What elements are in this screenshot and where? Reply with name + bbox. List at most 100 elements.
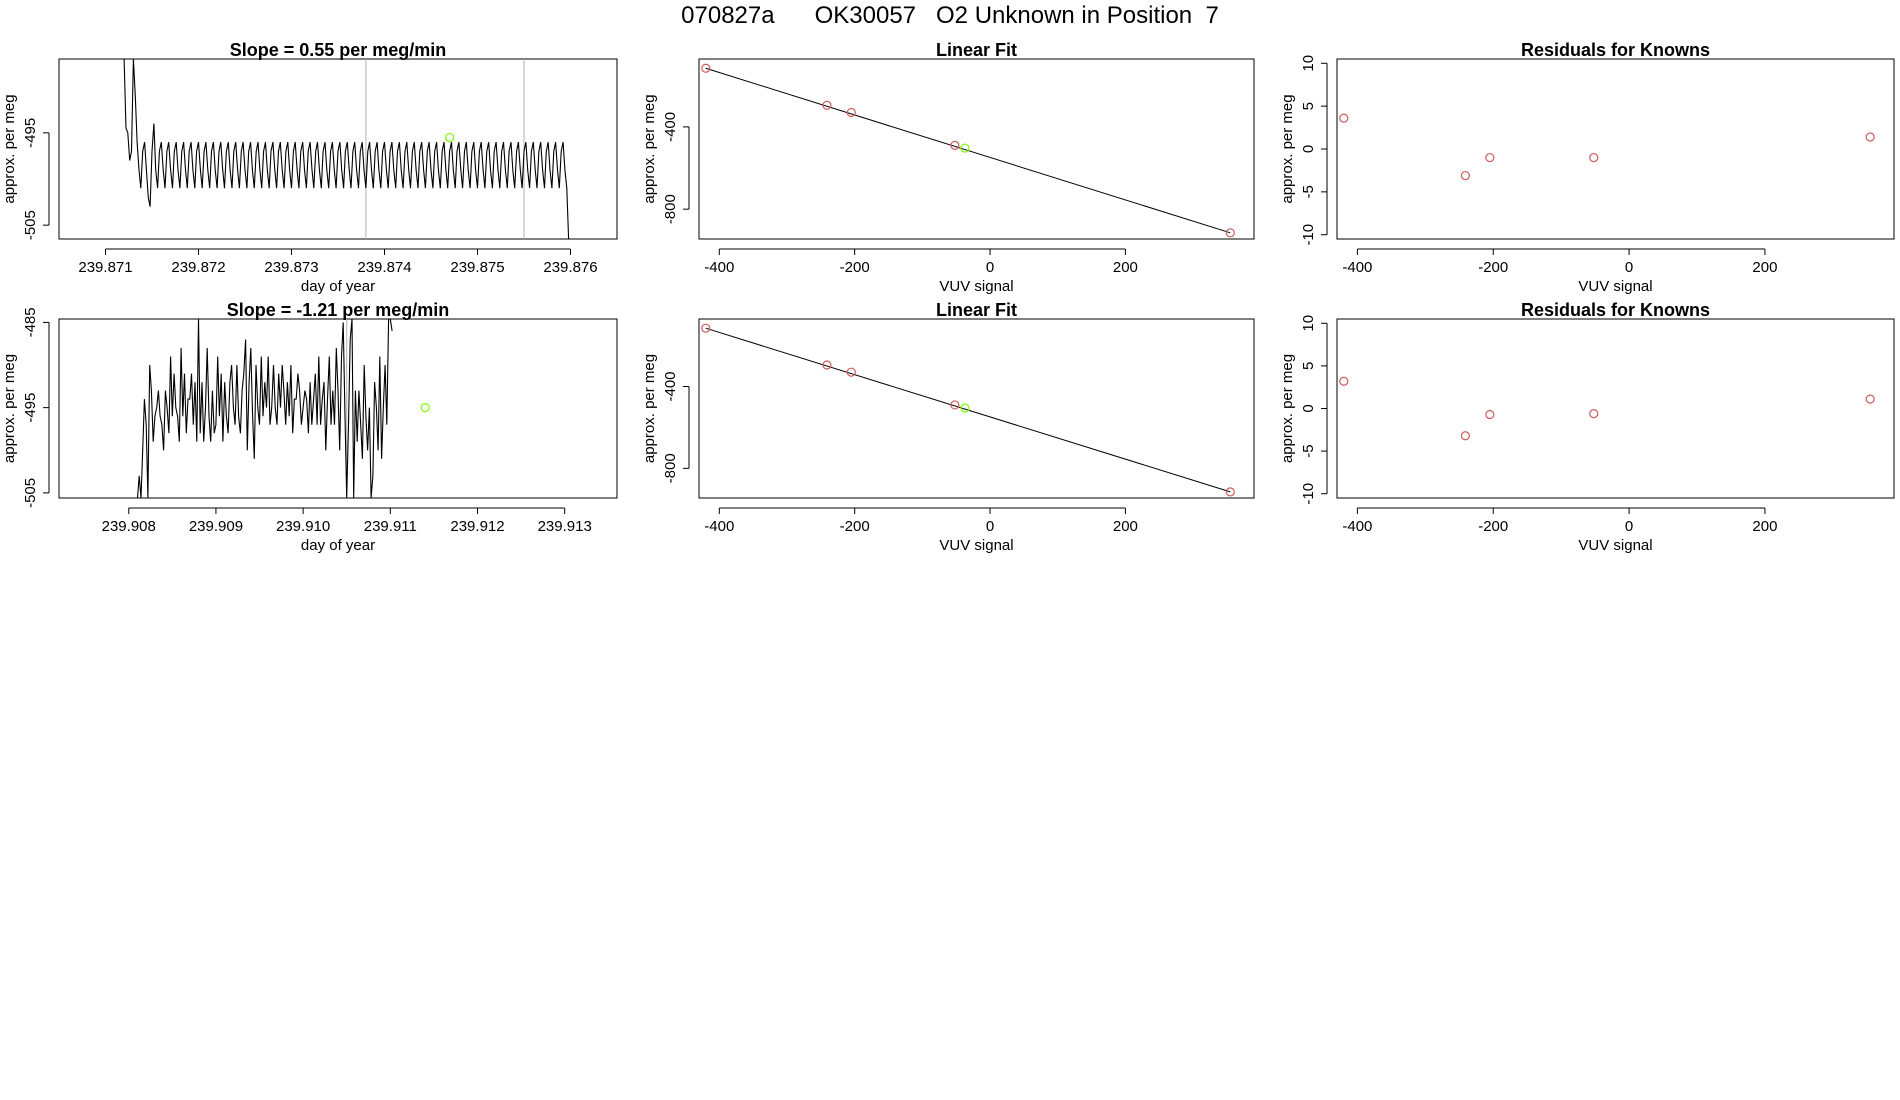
y-axis: -10 -5 0 5 10 approx. per meg	[1279, 55, 1328, 246]
x-axis-label: VUV signal	[939, 278, 1013, 295]
x-tick-label: 200	[1752, 259, 1777, 276]
y-tick-label: 10	[1300, 55, 1317, 72]
y-tick-label: -485	[22, 307, 39, 337]
plot-area	[701, 323, 1235, 497]
unknown-point	[960, 143, 970, 153]
y-tick-label: -800	[662, 194, 679, 224]
known-point	[1460, 431, 1470, 441]
known-point	[1225, 228, 1235, 238]
x-tick-label: 200	[1113, 518, 1138, 535]
unknown-marker	[420, 403, 430, 413]
x-tick-label: -200	[840, 518, 870, 535]
plot-area	[136, 319, 430, 498]
x-axis-label: VUV signal	[1578, 278, 1652, 295]
y-axis-label: approx. per meg	[1, 94, 18, 203]
known-point	[846, 107, 856, 118]
known-point	[822, 360, 832, 370]
x-axis: 239.871 239.872 239.873 239.874 239.875 239.8…	[78, 248, 598, 295]
x-tick-label: 239.909	[189, 518, 243, 535]
y-axis-label: approx. per meg	[1279, 94, 1296, 203]
x-tick-label: -200	[1478, 518, 1508, 535]
y-tick-label: 0	[1300, 404, 1317, 412]
chart-panel-2: Linear Fit -400 -200 0 200 VUV signal -800 -400…	[641, 40, 1255, 295]
x-tick-label: 239.875	[450, 259, 504, 276]
page-title: 070827a OK30057 O2 Unknown in Position 7	[681, 2, 1219, 29]
x-tick-label: 200	[1113, 259, 1138, 276]
y-axis-label: approx. per meg	[641, 94, 658, 203]
y-axis-label: approx. per meg	[641, 354, 658, 463]
known-point	[1865, 394, 1875, 404]
y-tick-label: 5	[1300, 362, 1317, 370]
x-tick-label: 239.912	[450, 518, 504, 535]
known-point	[701, 323, 711, 333]
x-tick-label: -400	[704, 518, 734, 535]
x-tick-label: 200	[1752, 518, 1777, 535]
y-tick-label: -10	[1300, 224, 1317, 246]
plot-frame	[58, 318, 618, 499]
y-tick-label: -5	[1300, 185, 1317, 198]
known-point	[950, 400, 960, 410]
x-tick-label: 0	[1625, 259, 1633, 276]
plot-frame	[1336, 58, 1895, 240]
known-point	[950, 140, 960, 150]
x-axis-label: day of year	[301, 537, 375, 554]
unknown-marker	[445, 132, 455, 143]
x-tick-label: 239.872	[171, 259, 225, 276]
y-axis-label: approx. per meg	[1279, 354, 1296, 463]
x-axis-label: VUV signal	[1578, 537, 1652, 554]
known-point	[1589, 152, 1599, 163]
known-point	[1339, 113, 1349, 123]
chart-panel-3: Residuals for Knowns -400 -200 0 200 VUV sign…	[1279, 40, 1895, 295]
chart-panel-6: Residuals for Knowns -400 -200 0 200 VUV sign…	[1279, 300, 1895, 554]
x-tick-label: 239.913	[538, 518, 592, 535]
chart-title: Residuals for Knowns	[1521, 40, 1710, 60]
plot-frame	[698, 58, 1255, 240]
x-axis: 239.908 239.909 239.910 239.911 239.912 239.9…	[102, 507, 592, 554]
x-axis-label: VUV signal	[939, 537, 1013, 554]
x-tick-label: 239.908	[102, 518, 156, 535]
x-tick-label: 239.911	[364, 518, 417, 535]
known-point	[1865, 132, 1875, 142]
known-point	[1485, 409, 1495, 420]
x-axis: -400 -200 0 200 VUV signal	[1342, 507, 1777, 554]
x-tick-label: 0	[1625, 518, 1633, 535]
y-tick-label: -505	[22, 210, 39, 240]
known-point	[846, 367, 856, 377]
x-tick-label: 239.874	[357, 259, 411, 276]
x-axis-label: day of year	[301, 278, 375, 295]
chart-title: Slope = 0.55 per meg/min	[230, 40, 447, 60]
x-tick-label: -400	[1342, 259, 1372, 276]
y-tick-label: -800	[662, 453, 679, 483]
y-tick-label: -495	[22, 393, 39, 423]
x-tick-label: -400	[704, 259, 734, 276]
unknown-point	[960, 403, 970, 413]
known-point	[1225, 487, 1235, 497]
x-tick-label: -200	[840, 259, 870, 276]
data-series-line	[77, 59, 570, 239]
known-point	[1339, 376, 1349, 386]
plot-frame	[58, 58, 618, 240]
plot-area	[77, 59, 570, 239]
y-tick-label: -5	[1300, 444, 1317, 457]
plot-frame	[1336, 318, 1895, 499]
known-point	[822, 100, 832, 110]
x-tick-label: -200	[1478, 259, 1508, 276]
x-tick-label: 239.910	[276, 518, 330, 535]
x-axis: -400 -200 0 200 VUV signal	[704, 507, 1138, 554]
x-tick-label: 239.873	[264, 259, 318, 276]
plot-area	[701, 63, 1235, 238]
y-tick-label: -10	[1300, 483, 1317, 505]
y-tick-label: 0	[1300, 145, 1317, 153]
known-point	[1485, 152, 1495, 163]
x-tick-label: -400	[1342, 518, 1372, 535]
chart-title: Linear Fit	[936, 300, 1017, 320]
known-point	[1460, 170, 1470, 181]
y-axis: -10 -5 0 5 10 approx. per meg	[1279, 315, 1328, 505]
y-tick-label: -400	[662, 112, 679, 142]
